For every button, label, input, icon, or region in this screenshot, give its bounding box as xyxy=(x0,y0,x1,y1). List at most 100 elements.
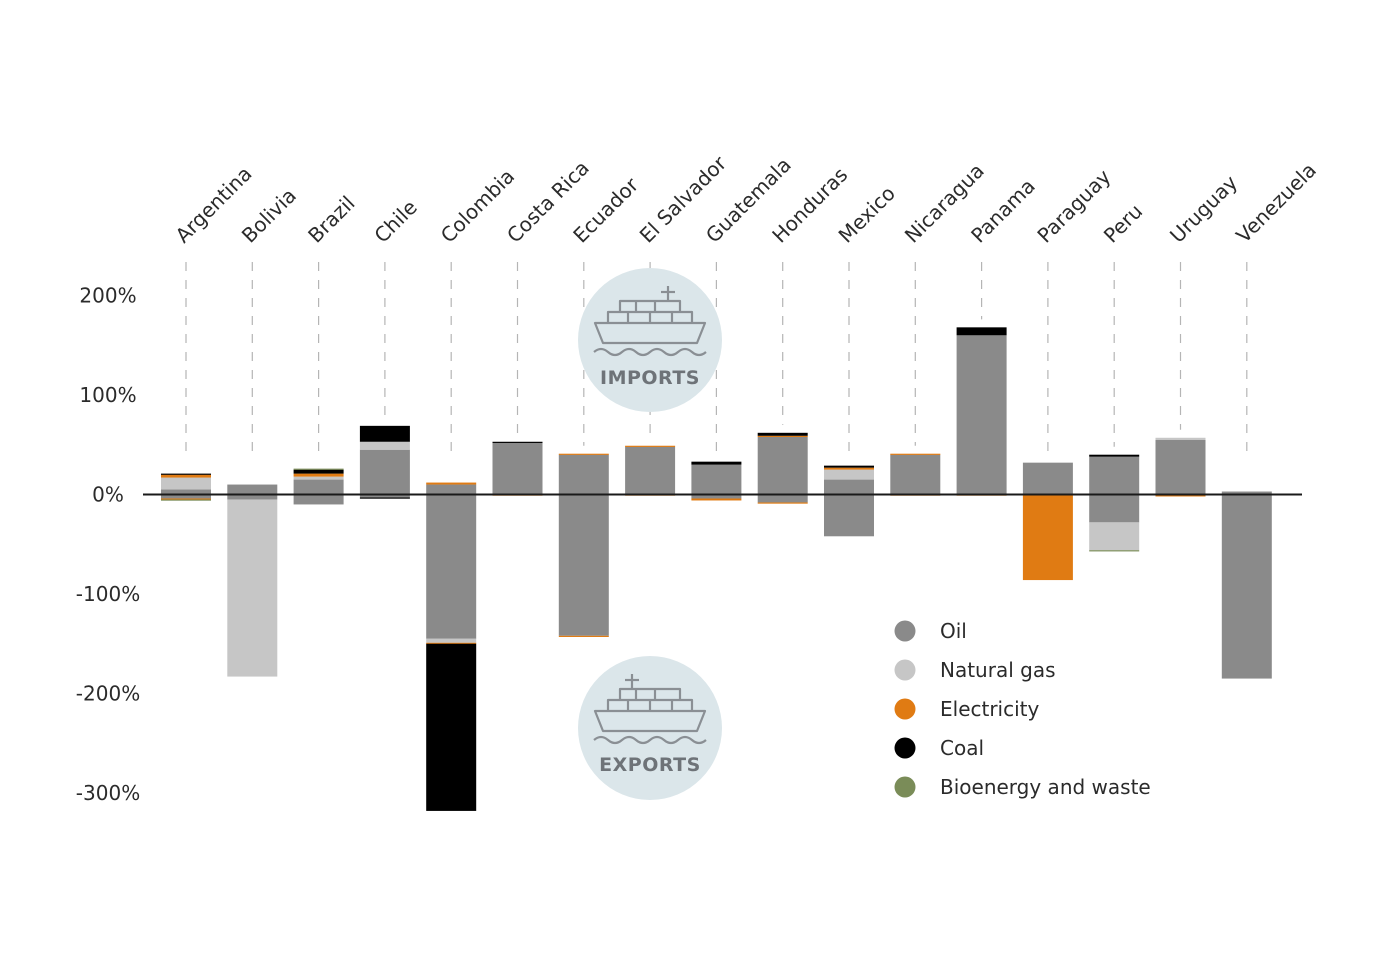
legend-label-oil: Oil xyxy=(940,619,967,643)
bar-chile-oil-import xyxy=(359,449,410,495)
bar-argentina-electricity-export xyxy=(161,498,211,500)
bar-chile-oil-export xyxy=(359,494,410,498)
bar-nicaragua-oil-import xyxy=(890,454,941,495)
bar-mexico-electricity-import xyxy=(824,467,874,470)
bar-peru-oil-import xyxy=(1089,456,1140,495)
y-tick-label: -200% xyxy=(76,682,140,706)
country-label-chile: Chile xyxy=(369,195,421,247)
bar-brazil-oil-import xyxy=(293,479,344,495)
bar-mexico-coal-import xyxy=(824,465,874,468)
bar-panama-oil-import xyxy=(956,335,1007,495)
bar-ecuador-electricity-export xyxy=(558,635,609,637)
country-label-bolivia: Bolivia xyxy=(237,183,301,247)
imports-badge-circle xyxy=(578,268,722,412)
imports-label: IMPORTS xyxy=(600,367,700,389)
legend-label-natural-gas: Natural gas xyxy=(940,658,1056,682)
bar-el-salvador-oil-import xyxy=(625,446,676,495)
country-label-mexico: Mexico xyxy=(834,181,900,247)
bar-mexico-natural-gas-import xyxy=(824,469,874,480)
bar-guatemala-oil-export xyxy=(691,494,742,499)
bar-paraguay-electricity-export xyxy=(1022,494,1073,581)
legend-swatch-natural-gas xyxy=(894,659,916,681)
bar-guatemala-coal-import xyxy=(691,461,742,465)
country-label-uruguay: Uruguay xyxy=(1165,170,1242,247)
bar-guatemala-oil-import xyxy=(691,464,742,495)
legend-label-bioenergy-and-waste: Bioenergy and waste xyxy=(940,775,1151,799)
bar-colombia-electricity-export xyxy=(426,642,477,644)
legend: Oil Natural gas Electricity Coal Bioenergy a… xyxy=(894,619,1151,799)
legend-label-electricity: Electricity xyxy=(940,697,1040,721)
bar-chile-coal-import xyxy=(359,425,410,442)
bar-peru-natural-gas-export xyxy=(1089,522,1140,551)
bar-venezuela-oil-import xyxy=(1221,491,1272,495)
bar-honduras-coal-import xyxy=(757,432,808,436)
bar-paraguay-oil-import xyxy=(1022,462,1073,495)
country-label-peru: Peru xyxy=(1099,199,1147,247)
bar-colombia-coal-export xyxy=(426,643,477,811)
bar-argentina-oil-export xyxy=(161,494,211,499)
bar-colombia-electricity-import xyxy=(426,482,477,485)
legend-label-coal: Coal xyxy=(940,736,984,760)
legend-swatch-oil xyxy=(894,620,916,642)
bar-honduras-electricity-export xyxy=(757,502,808,504)
country-label-brazil: Brazil xyxy=(303,191,359,247)
exports-badge-circle xyxy=(578,656,722,800)
ship-icon xyxy=(593,286,707,357)
bar-uruguay-natural-gas-import xyxy=(1155,437,1206,440)
y-tick-label: -300% xyxy=(76,781,140,805)
bar-uruguay-oil-import xyxy=(1155,439,1206,495)
bar-ecuador-oil-import xyxy=(558,454,609,495)
bar-peru-oil-export xyxy=(1089,494,1140,523)
bars xyxy=(161,327,1272,811)
bar-brazil-oil-export xyxy=(293,494,344,505)
bar-colombia-natural-gas-export xyxy=(426,638,477,643)
bar-argentina-electricity-import xyxy=(161,474,211,478)
bar-brazil-natural-gas-import xyxy=(293,476,344,480)
bar-mexico-oil-export xyxy=(824,494,874,537)
bar-bolivia-oil-export xyxy=(227,494,278,500)
bar-argentina-bioenergy-and-waste-export xyxy=(161,499,211,501)
bar-argentina-natural-gas-import xyxy=(161,477,211,490)
bar-brazil-electricity-import xyxy=(293,473,344,477)
y-tick-label: 200% xyxy=(79,284,136,308)
bar-peru-coal-import xyxy=(1089,454,1140,457)
imports-badge: IMPORTS xyxy=(578,268,722,412)
bar-ecuador-electricity-import xyxy=(558,453,609,455)
bar-guatemala-electricity-export xyxy=(691,498,742,501)
y-tick-label: 100% xyxy=(79,383,136,407)
bar-chile-natural-gas-import xyxy=(359,441,410,450)
bar-costa-rica-oil-import xyxy=(492,442,543,495)
bar-honduras-electricity-import xyxy=(757,435,808,437)
bar-colombia-oil-import xyxy=(426,484,477,495)
bar-panama-coal-import xyxy=(956,327,1007,336)
bar-ecuador-oil-export xyxy=(558,494,609,636)
bar-bolivia-natural-gas-export xyxy=(227,499,278,677)
ship-icon xyxy=(593,674,707,745)
country-label-venezuela: Venezuela xyxy=(1231,158,1321,248)
bar-peru-bioenergy-and-waste-export xyxy=(1089,550,1140,552)
bar-mexico-oil-import xyxy=(824,479,874,495)
bar-chile-coal-export xyxy=(359,497,410,499)
y-tick-label: -100% xyxy=(76,582,140,606)
exports-label: EXPORTS xyxy=(599,754,701,776)
bar-costa-rica-coal-import xyxy=(492,441,543,443)
legend-swatch-electricity xyxy=(894,698,916,720)
legend-swatch-coal xyxy=(894,737,916,759)
bar-argentina-oil-import xyxy=(161,489,211,495)
bar-bolivia-oil-import xyxy=(227,484,278,495)
y-axis-ticks: 200% 100% 0% -100% -200% -300% xyxy=(76,284,140,806)
bar-honduras-oil-import xyxy=(757,436,808,495)
bar-argentina-coal-import xyxy=(161,473,211,475)
bar-venezuela-oil-export xyxy=(1221,494,1272,679)
bar-brazil-coal-import xyxy=(293,469,344,474)
exports-badge: EXPORTS xyxy=(578,656,722,800)
legend-swatch-bioenergy-and-waste xyxy=(894,776,916,798)
bar-el-salvador-electricity-import xyxy=(625,445,676,447)
bar-colombia-oil-export xyxy=(426,494,477,639)
bar-brazil-bioenergy-and-waste-import xyxy=(293,468,344,470)
bar-honduras-oil-export xyxy=(757,494,808,503)
y-tick-label: 0% xyxy=(92,483,124,507)
